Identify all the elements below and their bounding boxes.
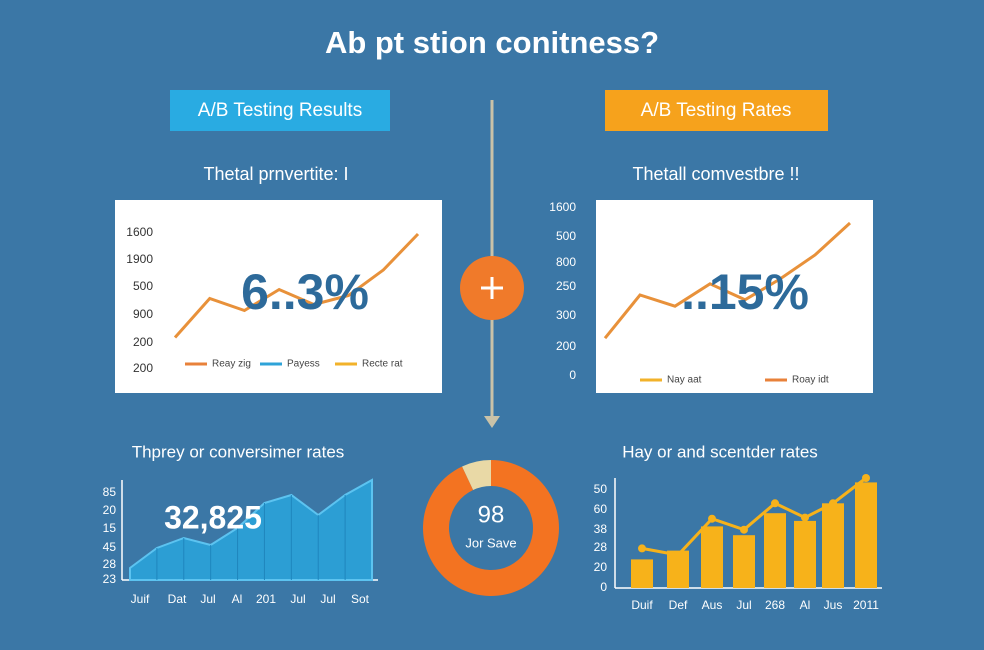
chart-title: Hay or and scentder rates — [622, 442, 818, 461]
x-tick-label: Jul — [736, 598, 751, 612]
y-axis-label: 45 — [103, 540, 117, 554]
y-axis-label: 1600 — [126, 225, 153, 239]
y-axis-label: 28 — [103, 557, 117, 571]
y-axis-label: 38 — [594, 522, 608, 536]
overlay-value: 6..3% — [241, 264, 369, 320]
bar — [667, 550, 689, 588]
y-axis-label: 800 — [556, 255, 576, 269]
bar — [794, 520, 816, 588]
arrow-head — [484, 416, 500, 428]
y-axis-label: 300 — [556, 308, 576, 322]
y-axis-label: 60 — [594, 502, 608, 516]
donut-segment — [462, 460, 491, 490]
line — [173, 232, 420, 339]
line-point — [801, 513, 809, 522]
y-axis-label: 28 — [594, 540, 608, 554]
x-tick-label: Duif — [631, 598, 653, 612]
y-axis-label: 200 — [133, 361, 153, 375]
y-axis-label: 1600 — [549, 200, 576, 214]
y-axis-label: 0 — [569, 368, 576, 382]
y-axis-label: 20 — [103, 503, 117, 517]
x-tick-label: Jul — [320, 592, 335, 606]
y-axis-label: 900 — [133, 307, 153, 321]
x-tick-label: Def — [669, 598, 688, 612]
line-point — [862, 474, 870, 482]
x-tick-label: 268 — [765, 598, 785, 612]
badge-box — [605, 90, 828, 131]
y-axis-label: 15 — [103, 521, 117, 535]
badge: A/B Testing Rates — [641, 100, 792, 121]
legend-label: Roay idt — [792, 375, 829, 386]
line-point — [638, 544, 646, 553]
x-tick-label: Juif — [131, 592, 150, 606]
chart-title: Thprey or conversimer rates — [132, 442, 345, 461]
line-point — [740, 525, 748, 534]
x-tick-label: Jul — [200, 592, 215, 606]
y-axis-label: 20 — [594, 560, 608, 574]
x-tick-label: Sot — [351, 592, 370, 606]
line-point — [829, 499, 837, 508]
bar — [764, 513, 786, 588]
y-axis-label: 85 — [103, 485, 117, 499]
overlay-value: ..15% — [681, 264, 809, 320]
y-axis-label: 500 — [133, 279, 153, 293]
badge-box — [170, 90, 390, 131]
bar — [631, 559, 653, 588]
bar — [822, 503, 844, 588]
legend-label: Payess — [287, 359, 320, 370]
bar — [733, 535, 755, 588]
chart-panel — [115, 200, 442, 393]
legend-label: Reay zig — [212, 359, 251, 370]
donut-label: Jor Save — [465, 535, 516, 550]
donut-value: 98 — [478, 501, 505, 528]
x-tick-label: 2011 — [853, 598, 879, 612]
y-axis-label: 500 — [556, 229, 576, 243]
line-point — [674, 551, 682, 559]
overlay-value: 32,825 — [164, 499, 262, 535]
page-title: Ab pt stion conitness? — [325, 25, 659, 60]
line-point — [771, 499, 779, 508]
y-axis-label: 1900 — [126, 252, 153, 266]
y-axis-label: 250 — [556, 279, 576, 293]
plus-sign — [481, 277, 503, 299]
subtitle: Thetal prnvertite: I — [203, 164, 348, 184]
x-tick-label: Jul — [290, 592, 305, 606]
y-axis-label: 200 — [133, 335, 153, 349]
x-tick-label: Aus — [702, 598, 723, 612]
y-axis-label: 200 — [556, 339, 576, 353]
x-tick-label: Dat — [168, 592, 187, 606]
donut-segment — [422, 460, 559, 597]
y-axis-label: 0 — [600, 580, 607, 594]
badge: A/B Testing Results — [198, 100, 362, 121]
line — [603, 221, 852, 340]
x-tick-label: Al — [800, 598, 811, 612]
x-tick-label: 201 — [256, 592, 276, 606]
bar — [855, 482, 877, 588]
line — [641, 476, 867, 557]
x-tick-label: Jus — [824, 598, 843, 612]
y-axis-label: 50 — [594, 482, 608, 496]
line-point — [708, 514, 716, 523]
legend-label: Nay aat — [667, 375, 702, 386]
x-tick-label: Al — [232, 592, 243, 606]
bar — [701, 526, 723, 588]
y-axis-label: 23 — [103, 572, 117, 586]
legend-label: Recte rat — [362, 359, 403, 370]
subtitle: Thetall comvestbre !! — [632, 164, 799, 184]
